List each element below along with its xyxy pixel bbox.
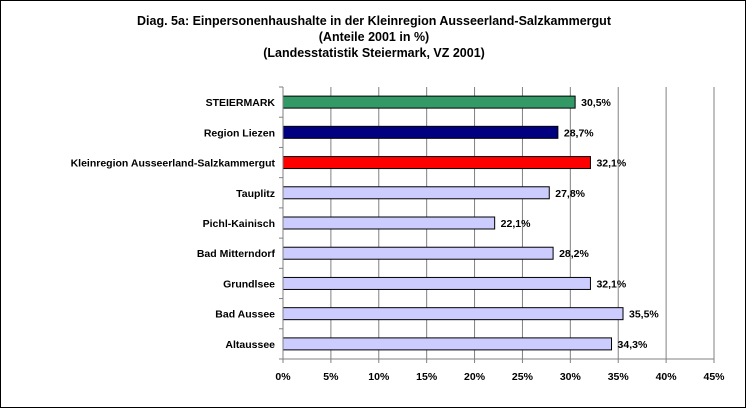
x-tick-label: 15% (416, 371, 438, 383)
data-label: 22,1% (501, 218, 531, 230)
category-label: STEIERMARK (206, 97, 276, 109)
data-label: 27,8% (555, 188, 585, 200)
category-label: Region Liezen (204, 127, 275, 139)
bars (282, 95, 624, 351)
x-tick-label: 40% (656, 371, 678, 383)
x-tick-label: 35% (608, 371, 630, 383)
bar (282, 186, 550, 200)
data-label: 30,5% (581, 97, 611, 109)
x-tick-label: 10% (368, 371, 390, 383)
data-label: 32,1% (596, 158, 626, 170)
data-label: 34,3% (618, 339, 648, 351)
x-tick-label: 20% (464, 371, 486, 383)
data-label: 28,7% (564, 127, 594, 139)
x-tick-label: 25% (512, 371, 534, 383)
category-label: Bad Mitterndorf (197, 248, 276, 260)
data-label: 35,5% (629, 309, 659, 321)
x-tick-label: 30% (560, 371, 582, 383)
category-label: Kleinregion Ausseerland-Salzkammergut (71, 158, 276, 170)
category-label: Tauplitz (236, 188, 275, 200)
bar (282, 337, 613, 351)
x-tick-label: 0% (275, 371, 291, 383)
data-label: 32,1% (596, 278, 626, 290)
bar (282, 125, 559, 139)
bar (282, 307, 624, 321)
x-tick-label: 5% (323, 371, 339, 383)
category-label: Grundlsee (223, 278, 275, 290)
bar (282, 216, 496, 230)
bar (282, 246, 554, 260)
chart-title-line-3: (Landesstatistik Steiermark, VZ 2001) (263, 46, 485, 60)
axes (279, 86, 715, 363)
category-label: Bad Aussee (215, 309, 275, 321)
data-label: 28,2% (559, 248, 589, 260)
bar (282, 156, 591, 170)
bar (282, 95, 576, 109)
bar (282, 276, 591, 290)
chart-title-line-2: (Anteile 2001 in %) (318, 30, 430, 44)
category-label: Pichl-Kainisch (203, 218, 275, 230)
chart-title-line-1: Diag. 5a: Einpersonenhaushalte in der Kl… (137, 14, 611, 28)
category-label: Altaussee (225, 339, 275, 351)
labels: STEIERMARK 30,5% Region Liezen 28,7% Kleinre… (71, 97, 726, 383)
x-tick-label: 45% (703, 371, 725, 383)
